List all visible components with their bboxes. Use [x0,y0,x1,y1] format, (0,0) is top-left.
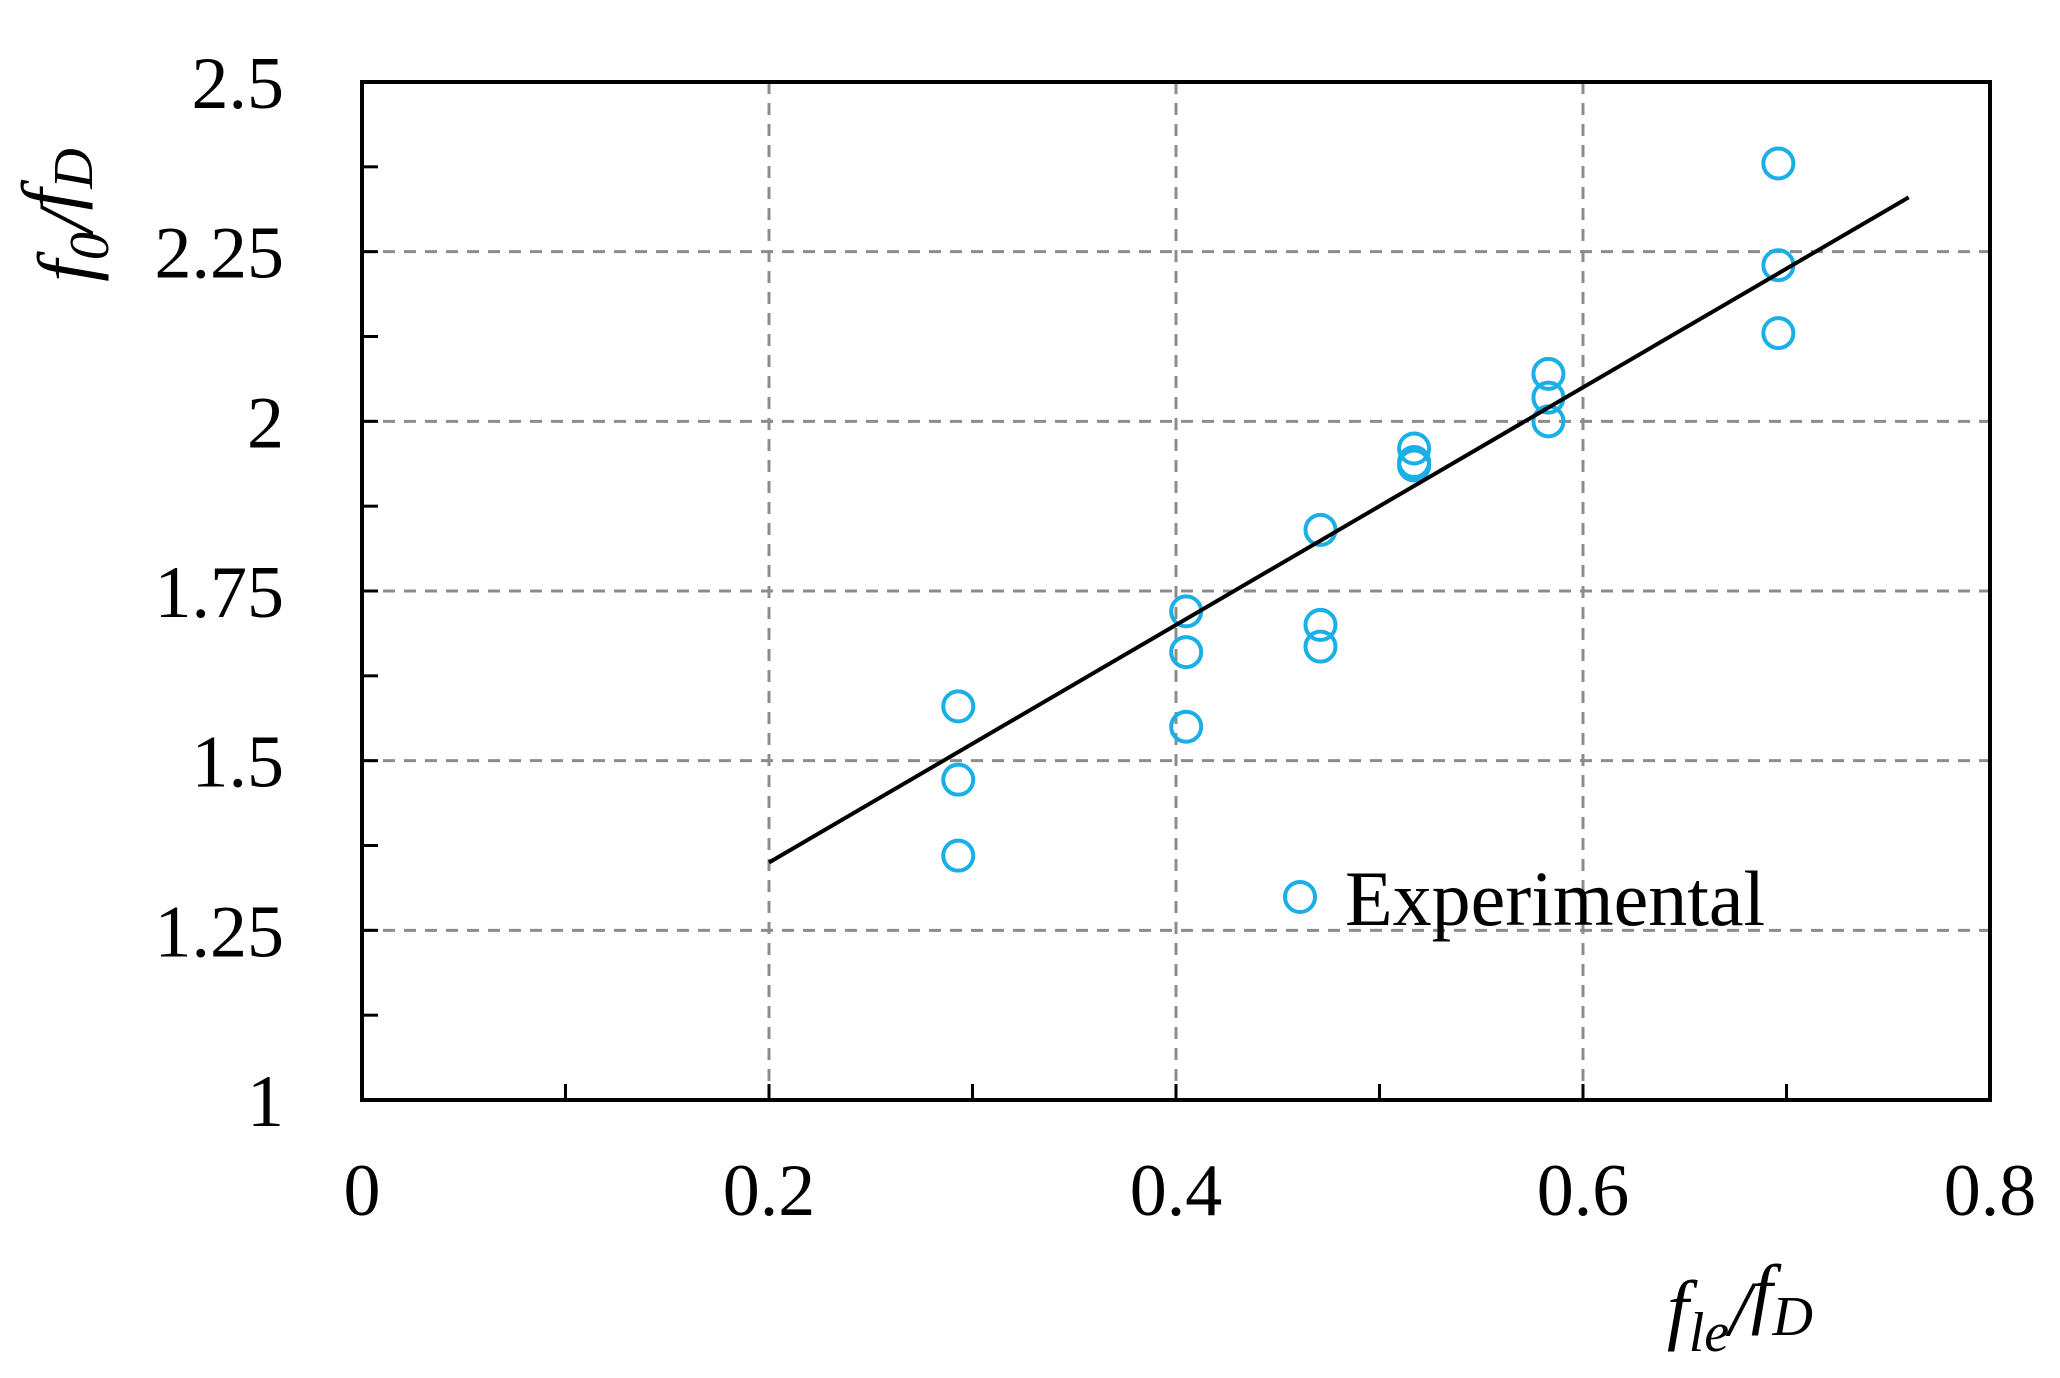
data-point [1169,709,1204,744]
x-axis-label: fle/fD [1667,1249,1813,1364]
fit-line [767,195,1910,865]
data-point [1531,356,1566,391]
axis-label-subscript: D [43,148,105,189]
data-point [1397,431,1432,466]
y-tick-label: 2 [247,382,284,464]
data-point [941,762,976,797]
data-point [1761,146,1796,181]
axis-label-subscript: le [1689,1302,1729,1364]
legend: Experimental [1283,855,1765,942]
data-point [941,838,976,873]
y-tick-label: 1.75 [155,552,285,634]
y-tick-label: 1.25 [155,891,285,973]
data-point [1303,629,1338,664]
x-tick-label: 0.8 [1944,1150,2037,1232]
y-tick-label: 1 [247,1061,284,1143]
data-point [1397,448,1432,483]
y-tick-label: 1.5 [192,722,285,804]
x-tick-label: 0.4 [1130,1150,1223,1232]
data-point [941,689,976,724]
x-tick-label: 0.6 [1537,1150,1630,1232]
ticks [360,80,1992,1102]
x-tick-label: 0.2 [723,1150,816,1232]
legend-label: Experimental [1345,855,1765,942]
y-tick-label: 2.25 [155,213,285,295]
y-axis-label: f0/fD [6,148,121,281]
grid-lines [362,82,1990,1100]
data-point [1169,635,1204,670]
series-experimental [941,146,1796,873]
x-tick-label: 0 [344,1150,381,1232]
data-point [1303,607,1338,642]
data-point [1761,316,1796,351]
axis-label-subscript: 0 [59,232,121,260]
y-tick-label: 2.5 [192,43,285,125]
axis-label-subscript: D [1771,1286,1812,1348]
legend-marker [1283,880,1317,914]
